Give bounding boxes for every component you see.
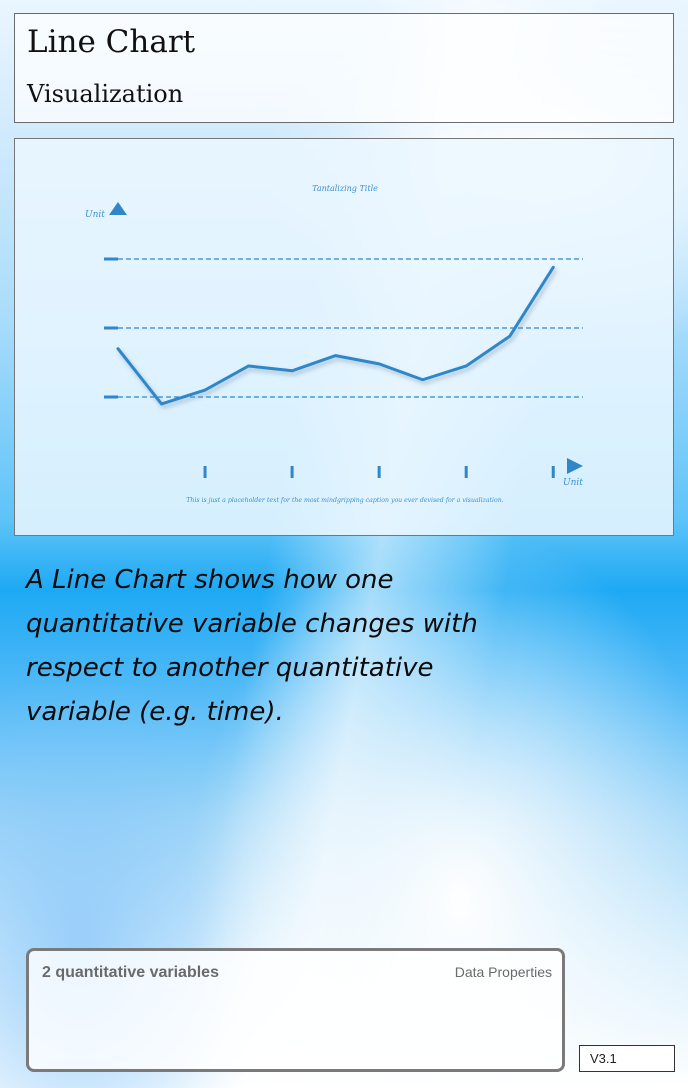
data-properties-box: 2 quantitative variables Data Properties bbox=[26, 948, 565, 1072]
page-subtitle: Visualization bbox=[27, 80, 184, 108]
properties-label: Data Properties bbox=[454, 964, 552, 980]
page-title: Line Chart bbox=[27, 24, 196, 60]
y-axis-label: Unit bbox=[85, 210, 105, 220]
x-axis-arrow bbox=[567, 458, 583, 474]
y-axis-arrow bbox=[109, 202, 127, 215]
description-text: A Line Chart shows how one quantitative … bbox=[26, 565, 478, 727]
axes bbox=[103, 202, 583, 478]
version-badge: V3.1 bbox=[579, 1045, 675, 1072]
chart-title: Tantalizing Title bbox=[312, 184, 378, 193]
chart-panel: Tantalizing Title Unit Unit This is just… bbox=[14, 138, 674, 536]
line-chart: Tantalizing Title Unit Unit This is just… bbox=[85, 184, 583, 504]
properties-summary: 2 quantitative variables bbox=[42, 964, 219, 981]
series bbox=[116, 265, 555, 406]
series-line bbox=[116, 265, 555, 406]
gridlines bbox=[104, 257, 583, 399]
title-box: Line Chart Visualization bbox=[14, 13, 674, 123]
x-axis-label: Unit bbox=[563, 478, 583, 488]
chart-caption: This is just a placeholder text for the … bbox=[186, 497, 503, 504]
